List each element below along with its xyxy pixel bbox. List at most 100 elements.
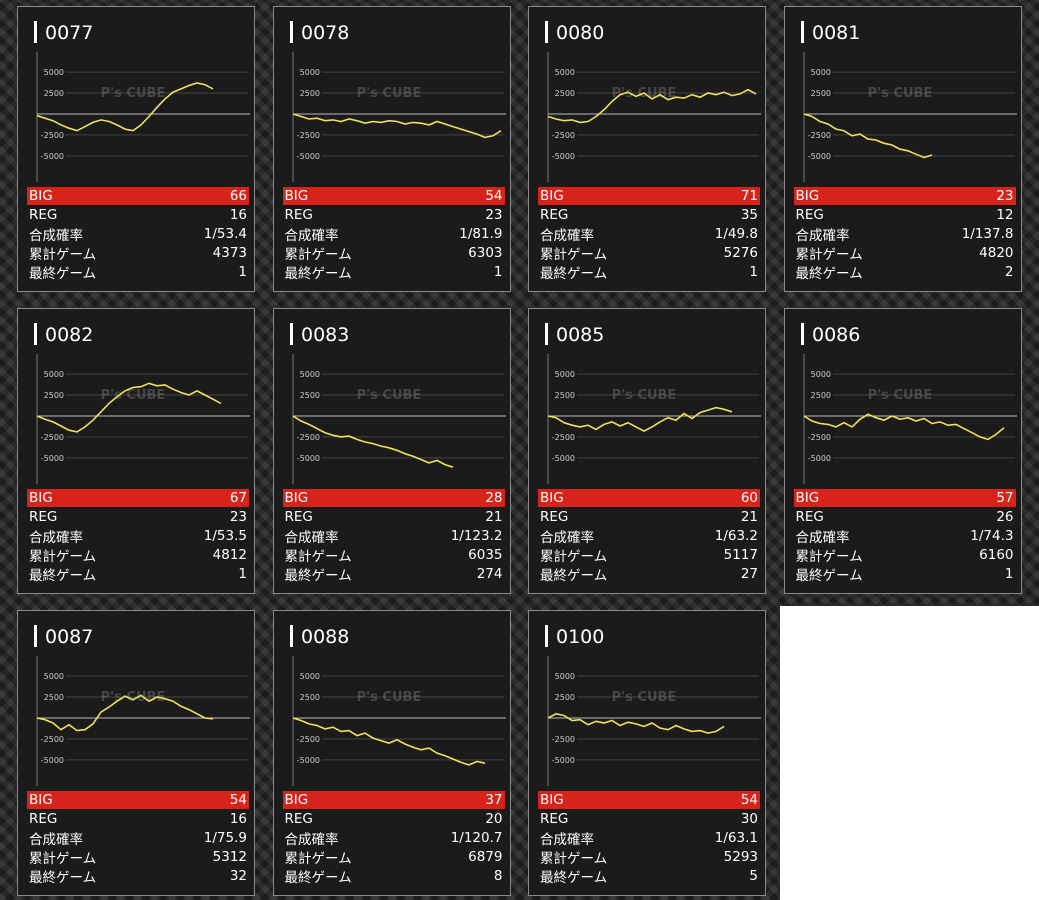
- stat-value: 1/53.4: [203, 226, 247, 242]
- stat-label: 最終ゲーム: [29, 870, 97, 886]
- stat-label: REG: [540, 509, 569, 525]
- y-tick-label: -2500: [296, 131, 319, 140]
- stat-row: 最終ゲーム 27: [538, 565, 760, 584]
- stat-value: 4812: [212, 547, 247, 563]
- stat-row: 最終ゲーム 5: [538, 867, 760, 886]
- data-line: [547, 712, 725, 734]
- stat-label: 累計ゲーム: [795, 549, 863, 565]
- y-tick-label: -2500: [807, 433, 830, 442]
- watermark: P's CUBE: [356, 690, 421, 705]
- stat-value: 6303: [468, 245, 503, 261]
- title-bar: [34, 323, 37, 345]
- stat-label: 最終ゲーム: [284, 870, 352, 886]
- y-tick-label: -2500: [296, 735, 319, 744]
- stat-row: 合成確率 1/75.9: [27, 829, 249, 848]
- stat-row: 最終ゲーム 8: [283, 867, 505, 886]
- stat-value: 4820: [979, 245, 1014, 261]
- y-tick-label: -5000: [552, 454, 575, 463]
- title-bar: [545, 21, 548, 43]
- stat-label: 合成確率: [540, 530, 594, 546]
- stat-row: 合成確率 1/74.3: [794, 527, 1016, 546]
- title-bar: [545, 625, 548, 647]
- stat-label: BIG: [795, 490, 820, 506]
- stat-label: 合成確率: [795, 228, 850, 244]
- stat-value: 30: [740, 811, 758, 827]
- y-tick-label: 2500: [44, 391, 64, 400]
- data-line: [803, 113, 932, 159]
- stat-row: REG 12: [794, 206, 1016, 224]
- y-tick-label: 5000: [299, 672, 319, 681]
- y-tick-label: 2500: [299, 89, 319, 98]
- y-tick-label: 5000: [555, 672, 575, 681]
- y-tick-label: 5000: [810, 370, 830, 379]
- stat-value: 28: [485, 490, 503, 506]
- y-tick-label: 2500: [810, 391, 830, 400]
- y-tick-label: 5000: [810, 68, 830, 77]
- stat-label: 最終ゲーム: [284, 568, 352, 584]
- stat-value: 27: [740, 566, 758, 582]
- y-tick-label: -5000: [41, 756, 64, 765]
- stat-row: 累計ゲーム 6160: [794, 546, 1016, 565]
- stat-row: 合成確率 1/81.9: [283, 225, 505, 244]
- machine-id: 0088: [301, 626, 349, 648]
- y-tick-label: 2500: [299, 391, 319, 400]
- stat-label: 最終ゲーム: [795, 568, 863, 584]
- stat-value: 1/63.1: [714, 830, 758, 846]
- y-tick-label: -2500: [41, 735, 64, 744]
- watermark: P's CUBE: [612, 690, 677, 705]
- data-line: [292, 113, 501, 139]
- watermark: P's CUBE: [356, 388, 421, 403]
- y-tick-label: 5000: [44, 672, 64, 681]
- stat-row: 累計ゲーム 6879: [283, 848, 505, 867]
- stat-value: 23: [996, 188, 1014, 204]
- stat-value: 21: [740, 509, 758, 525]
- stat-row: BIG 37: [282, 791, 505, 809]
- stat-value: 5276: [723, 245, 758, 261]
- stat-row: REG 20: [283, 810, 505, 828]
- y-tick-label: -5000: [552, 152, 575, 161]
- stat-value: 23: [229, 509, 247, 525]
- stat-row: 累計ゲーム 6303: [283, 244, 505, 263]
- mini-chart: 0083 5000 2500 -2500 -5000 P's CUBE: [289, 323, 506, 484]
- watermark: P's CUBE: [356, 86, 421, 101]
- stat-label: BIG: [29, 792, 53, 808]
- title-bar: [34, 625, 37, 647]
- y-tick-label: -5000: [807, 152, 830, 161]
- y-tick-label: -5000: [296, 152, 319, 161]
- stat-value: 54: [229, 792, 247, 808]
- stat-value: 1/53.5: [203, 528, 247, 544]
- stat-value: 66: [229, 188, 247, 204]
- title-bar: [800, 323, 804, 345]
- mini-chart: 0081 5000 2500 -2500 -5000 P's CUBE: [800, 21, 1017, 182]
- stat-label: 累計ゲーム: [795, 247, 863, 263]
- y-tick-label: -5000: [296, 454, 319, 463]
- stat-label: 合成確率: [284, 832, 339, 848]
- stat-value: 12: [996, 207, 1014, 223]
- stat-label: 最終ゲーム: [540, 568, 608, 584]
- stat-value: 54: [740, 792, 758, 808]
- stat-row: 最終ゲーム 1: [27, 263, 249, 282]
- watermark: P's CUBE: [101, 86, 166, 101]
- stat-label: 累計ゲーム: [29, 851, 97, 867]
- stat-label: 最終ゲーム: [540, 870, 608, 886]
- stat-row: BIG 66: [27, 187, 249, 205]
- machine-card: 0082 5000 2500 -2500 -5000 P's CUBE BIG 67 REG 23…: [17, 308, 255, 594]
- stat-row: 合成確率 1/120.7: [283, 829, 505, 848]
- stat-row: BIG 57: [793, 489, 1016, 507]
- stat-value: 21: [485, 509, 503, 525]
- stat-row: REG 21: [283, 508, 505, 526]
- stat-value: 1: [238, 566, 247, 582]
- stat-label: 累計ゲーム: [540, 549, 608, 565]
- data-line: [36, 382, 222, 433]
- mini-chart: 0082 5000 2500 -2500 -5000 P's CUBE: [34, 323, 250, 484]
- stat-value: 35: [740, 207, 758, 223]
- stat-row: 最終ゲーム 1: [538, 263, 760, 282]
- stat-label: 累計ゲーム: [284, 549, 352, 565]
- stat-value: 1/81.9: [459, 226, 503, 242]
- stat-row: BIG 71: [538, 187, 760, 205]
- title-bar: [545, 323, 548, 345]
- stat-row: 合成確率 1/63.2: [538, 527, 760, 546]
- title-bar: [289, 625, 293, 647]
- stat-label: BIG: [29, 188, 53, 204]
